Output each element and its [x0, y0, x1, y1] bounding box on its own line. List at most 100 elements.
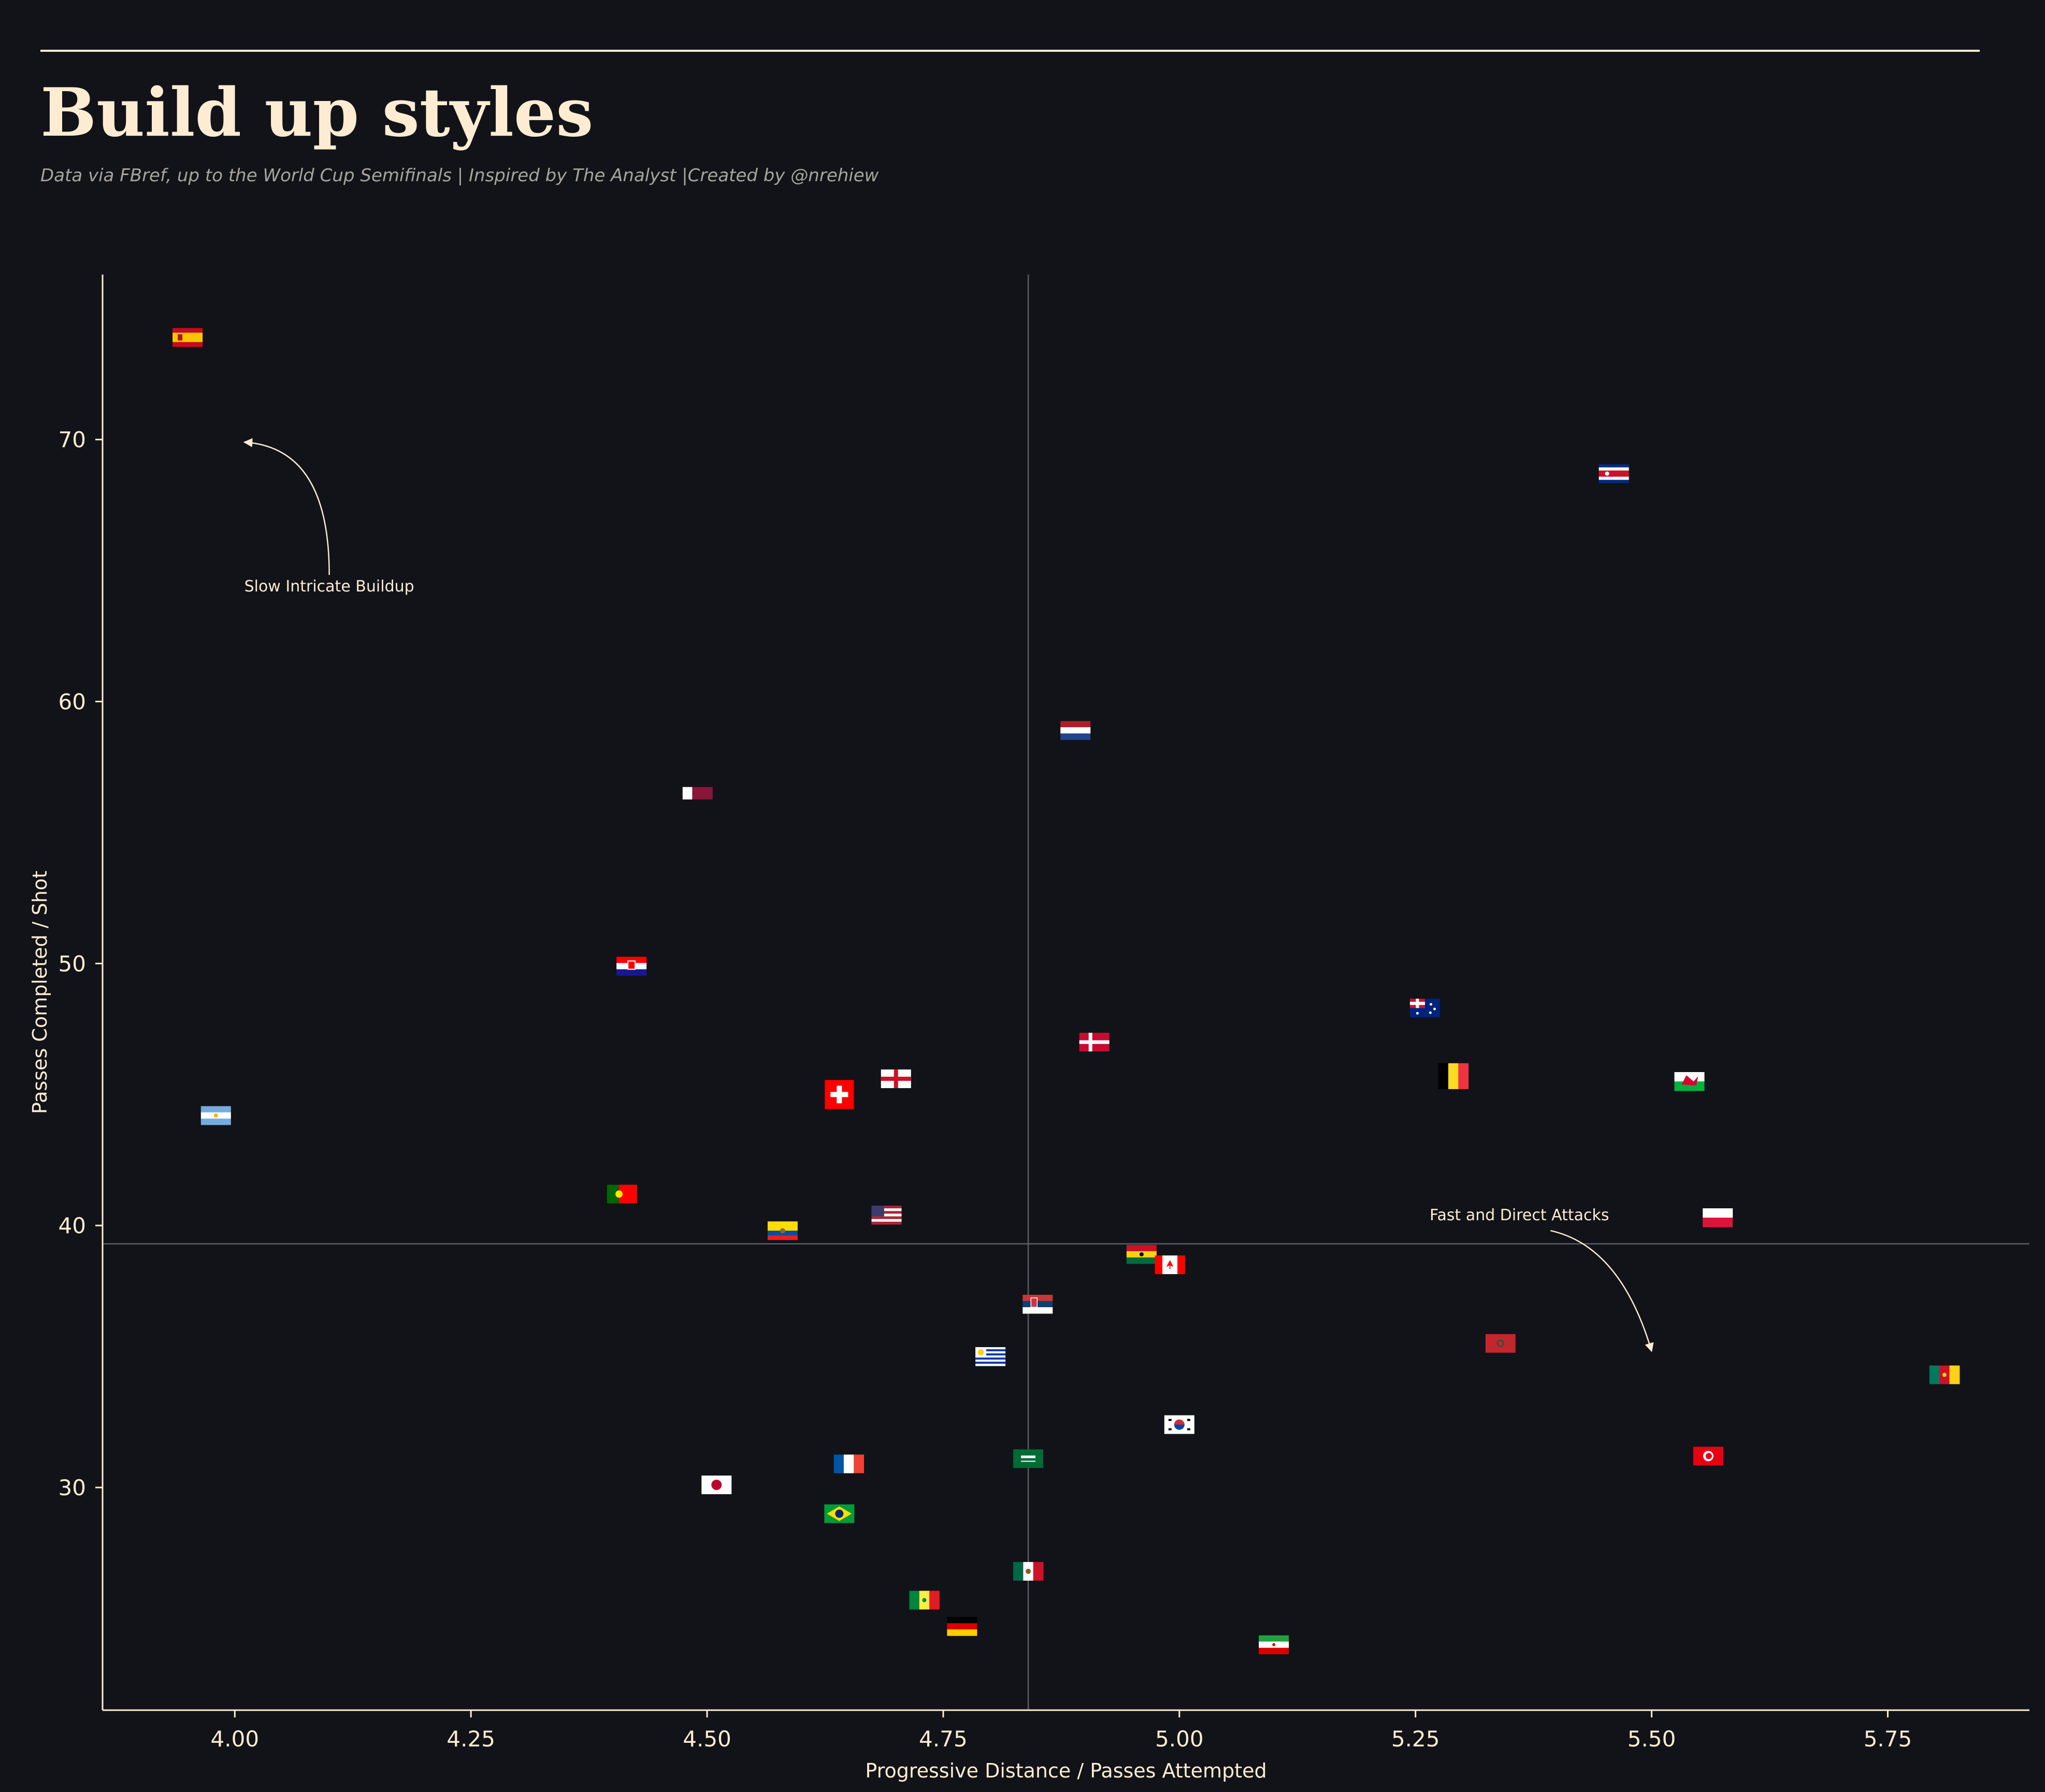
flag-crescent — [1706, 1453, 1712, 1459]
flag-stripe — [1598, 473, 1629, 477]
flag-stripe — [1259, 1635, 1289, 1642]
scatter-point-tunisia: Tunisia — [1693, 1447, 1723, 1466]
flag-stripe — [871, 1211, 902, 1214]
flag-stripe — [1170, 1255, 1178, 1275]
scatter-point-germany: Germany — [947, 1617, 977, 1636]
flag-stripe — [1598, 467, 1629, 471]
flag-stripe — [947, 1623, 977, 1630]
scatter-point-costa-rica: Costa Rica — [1598, 464, 1629, 483]
scatter-point-japan: Japan — [701, 1475, 732, 1494]
flag-stripe — [975, 1362, 1006, 1364]
flag-stripe — [1598, 464, 1629, 468]
scatter-point-netherlands: Netherlands — [1060, 721, 1091, 740]
scatter-point-wales: Wales — [1674, 1072, 1705, 1091]
flag-stripe — [871, 1213, 902, 1217]
scatter-point-usa: USA — [871, 1205, 902, 1225]
flag-stripe — [1013, 1562, 1024, 1581]
annotation-arrow — [243, 438, 330, 575]
scatter-point-iran: Iran — [1259, 1635, 1289, 1655]
flag-star — [1416, 1011, 1419, 1015]
scatter-point-argentina: Argentina — [200, 1106, 231, 1125]
flag-stripe — [1438, 1063, 1449, 1089]
flag-sword — [1021, 1461, 1036, 1462]
y-tick-label: 40 — [59, 1213, 86, 1238]
scatter-point-canada: Canada — [1155, 1255, 1186, 1275]
x-tick-label: 5.50 — [1628, 1726, 1676, 1752]
x-axis-label: Progressive Distance / Passes Attempted — [865, 1759, 1266, 1782]
flag-star — [1430, 1003, 1433, 1006]
flag-stripe — [975, 1351, 1006, 1354]
scatter-point-croatia: Croatia — [616, 957, 647, 976]
flag-stripe — [1598, 470, 1629, 474]
flag-stripe — [871, 1208, 902, 1211]
x-tick-label: 5.25 — [1391, 1726, 1440, 1752]
flag-stripe — [975, 1349, 1006, 1352]
y-tick-label: 70 — [59, 427, 86, 453]
flag-dragon — [1681, 1075, 1698, 1086]
flag-emblem — [1026, 1568, 1031, 1574]
scatter-point-serbia: Serbia — [1022, 1294, 1053, 1314]
scatter-point-ecuador: Ecuador — [767, 1221, 798, 1240]
flag-stripe — [1674, 1081, 1705, 1091]
flag-stripe — [1162, 1255, 1171, 1275]
flag-stripe — [1155, 1255, 1163, 1275]
flag-globe — [835, 1509, 844, 1518]
flag-stripe — [1598, 480, 1629, 483]
flag-stripe — [1259, 1648, 1289, 1655]
scatter-point-france: France — [833, 1454, 865, 1473]
scatter-point-brazil: Brazil — [824, 1504, 855, 1523]
flag-stripe — [975, 1355, 1006, 1358]
flag-cross — [830, 1092, 848, 1097]
flag-stripe — [1598, 476, 1629, 480]
flag-stripe — [1060, 721, 1091, 728]
flag-hoist — [682, 787, 693, 800]
flag-star — [922, 1598, 927, 1602]
x-tick-label: 4.00 — [211, 1726, 260, 1752]
scatter-point-ghana: Ghana — [1126, 1245, 1157, 1264]
flag-emblem — [1605, 471, 1609, 476]
flag-stripe — [871, 1221, 902, 1225]
chart-title: Build up styles — [40, 74, 593, 152]
y-tick-label: 50 — [59, 951, 86, 976]
flag-stripe — [1703, 1218, 1733, 1227]
flag-cross — [1409, 1002, 1425, 1005]
scatter-point-portugal: Portugal — [607, 1184, 637, 1204]
plot-area: 4.00 4.25 4.50 4.75 5.00 5.25 5.50 5.75 30 40 50 60… — [59, 274, 2029, 1752]
flag-stripe — [767, 1235, 798, 1240]
flag-stripe — [1703, 1208, 1733, 1218]
chart-subtitle: Data via FBref, up to the World Cup Semi… — [40, 165, 879, 186]
flag-stripe — [947, 1629, 977, 1636]
flag-star — [1433, 1007, 1436, 1010]
y-axis-label: Passes Completed / Shot — [28, 871, 51, 1114]
x-tick-label: 5.00 — [1155, 1726, 1204, 1752]
flag-stripe — [1929, 1365, 1940, 1384]
flag-stripe — [1060, 727, 1091, 734]
scatter-point-spain: Spain — [172, 328, 203, 347]
flag-stripe — [909, 1591, 920, 1610]
flag-emblem — [1030, 1297, 1038, 1308]
flag-star — [1139, 1252, 1144, 1256]
flag-stripe — [975, 1357, 1006, 1360]
flag-stripe — [1458, 1063, 1469, 1089]
scatter-point-senegal: Senegal — [909, 1591, 940, 1610]
flag-trigram — [1168, 1419, 1172, 1421]
flag-stripe — [833, 1454, 844, 1473]
x-tick-label: 4.50 — [683, 1726, 731, 1752]
scatter-point-south-korea: South Korea — [1164, 1415, 1194, 1434]
flag-star — [1429, 1011, 1432, 1014]
scatter-point-australia: Australia — [1409, 999, 1440, 1018]
flag-leaf — [1166, 1260, 1174, 1267]
flag-cross — [1079, 1040, 1110, 1044]
flag-star — [1496, 1339, 1504, 1347]
flag-stripe — [975, 1364, 1006, 1366]
flag-stripe — [843, 1454, 854, 1473]
flag-stripe — [975, 1347, 1006, 1350]
flag-stripe — [854, 1454, 865, 1473]
scatter-point-belgium: Belgium — [1438, 1063, 1469, 1089]
x-tick-label: 4.75 — [919, 1726, 968, 1752]
flag-disc — [711, 1479, 722, 1490]
flag-field — [1013, 1449, 1044, 1468]
flag-sun — [213, 1113, 218, 1118]
